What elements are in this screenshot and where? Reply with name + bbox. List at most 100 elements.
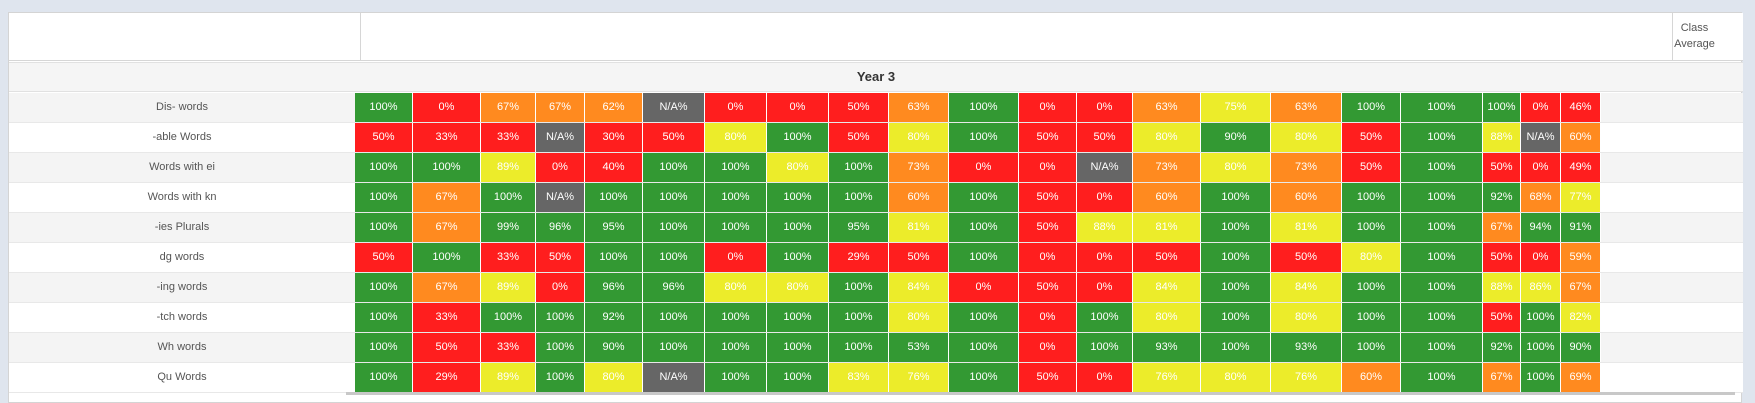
score-cell: 100% [1521, 303, 1561, 332]
table-row: Words with ei 100% 100% 89% 0% 40% 100% 100% 80%… [9, 153, 1743, 183]
score-cell: 80% [585, 363, 643, 392]
score-cell: 50% [829, 123, 889, 152]
table-row: Wh words 100% 50% 33% 100% 90% 100% 100% 100% 100… [9, 333, 1743, 363]
score-cell: 80% [705, 123, 767, 152]
score-cell: 50% [1342, 153, 1401, 182]
score-cell: 63% [1133, 93, 1201, 122]
class-average-cell: 59% [1561, 243, 1601, 272]
score-cell: 50% [413, 333, 481, 362]
score-cell: 92% [1483, 183, 1521, 212]
score-cell: 100% [536, 333, 585, 362]
topic-label: -tch words [156, 311, 208, 323]
class-average-cell: 60% [1561, 123, 1601, 152]
score-cell: 100% [1342, 93, 1401, 122]
score-cell: 80% [1342, 243, 1401, 272]
score-cell: 63% [1271, 93, 1342, 122]
score-cell: 100% [536, 363, 585, 392]
score-cell: 0% [705, 93, 767, 122]
score-cell: 0% [949, 153, 1019, 182]
score-cell: 62% [585, 93, 643, 122]
score-cell: 100% [705, 363, 767, 392]
score-cell: 60% [889, 183, 949, 212]
score-cell: 29% [413, 363, 481, 392]
score-cell: 96% [643, 273, 705, 302]
score-cell: 100% [1201, 333, 1271, 362]
score-cell: 50% [1019, 183, 1077, 212]
score-cell: 50% [1271, 243, 1342, 272]
score-cell: 0% [1521, 93, 1561, 122]
score-cell: 30% [585, 123, 643, 152]
score-cell: 0% [536, 153, 585, 182]
score-cell: 100% [355, 213, 413, 242]
score-cell: 100% [1401, 213, 1483, 242]
score-cell: 100% [355, 363, 413, 392]
score-cell: 100% [355, 153, 413, 182]
score-cell: 100% [1401, 303, 1483, 332]
score-cell: 75% [1201, 93, 1271, 122]
score-cell: 100% [1401, 333, 1483, 362]
score-cell: 67% [536, 93, 585, 122]
scroll-strip [346, 392, 1735, 395]
score-cell: 0% [1077, 183, 1133, 212]
score-cell: 100% [767, 243, 829, 272]
results-table: Class Average Year 3 Dis- words 100% 0% 67%… [8, 12, 1743, 403]
score-cell: 100% [949, 363, 1019, 392]
score-cell: 50% [1019, 213, 1077, 242]
score-cell: N/A% [1521, 123, 1561, 152]
class-average-cell: 49% [1561, 153, 1601, 182]
score-cell: 0% [1019, 303, 1077, 332]
score-cell: 84% [1271, 273, 1342, 302]
score-cell: 100% [643, 333, 705, 362]
score-cell: 100% [643, 213, 705, 242]
score-cell: 100% [413, 153, 481, 182]
score-cell: 100% [1401, 243, 1483, 272]
table-row: -able Words 50% 33% 33% N/A% 30% 50% 80% 100% 50%… [9, 123, 1743, 153]
score-cell: 89% [481, 153, 536, 182]
score-cell: 80% [1201, 363, 1271, 392]
score-cell: 83% [829, 363, 889, 392]
score-cell: 0% [1077, 363, 1133, 392]
class-average-cell: 77% [1561, 183, 1601, 212]
topic-label: Words with kn [147, 191, 217, 203]
score-cell: 100% [355, 333, 413, 362]
score-cell: 29% [829, 243, 889, 272]
score-cell: 60% [1133, 183, 1201, 212]
score-cell: N/A% [536, 123, 585, 152]
score-cell: 53% [889, 333, 949, 362]
score-cell: 50% [355, 243, 413, 272]
score-cell: 76% [889, 363, 949, 392]
score-cell: 50% [643, 123, 705, 152]
score-cell: 73% [1133, 153, 1201, 182]
score-cell: 100% [1521, 333, 1561, 362]
score-cell: 100% [585, 183, 643, 212]
score-cell: 100% [355, 93, 413, 122]
score-cell: 60% [1271, 183, 1342, 212]
score-cell: 100% [481, 303, 536, 332]
score-cell: 0% [767, 93, 829, 122]
score-cell: 95% [829, 213, 889, 242]
score-cell: 95% [585, 213, 643, 242]
score-cell: 100% [1401, 153, 1483, 182]
score-cell: 50% [1019, 273, 1077, 302]
score-cell: 100% [767, 363, 829, 392]
score-cell: 100% [949, 93, 1019, 122]
table-row: -ing words 100% 67% 89% 0% 96% 96% 80% 80% 100% 84… [9, 273, 1743, 303]
score-cell: 99% [481, 213, 536, 242]
score-cell: 80% [767, 153, 829, 182]
score-cell: 73% [889, 153, 949, 182]
table-row: Dis- words 100% 0% 67% 67% 62% N/A% 0% 0% 50% 63% 1… [9, 93, 1743, 123]
score-cell: 100% [355, 303, 413, 332]
score-cell: 100% [705, 213, 767, 242]
score-cell: 80% [1133, 123, 1201, 152]
score-cell: N/A% [643, 363, 705, 392]
score-cell: 100% [1401, 273, 1483, 302]
score-cell: 0% [536, 273, 585, 302]
score-cell: 80% [1201, 153, 1271, 182]
score-cell: 88% [1483, 123, 1521, 152]
table-row: -ies Plurals 100% 67% 99% 96% 95% 100% 100% 100%… [9, 213, 1743, 243]
score-cell: 80% [767, 273, 829, 302]
score-cell: N/A% [1077, 153, 1133, 182]
score-cell: 50% [1342, 123, 1401, 152]
score-cell: 33% [481, 123, 536, 152]
score-cell: 80% [1271, 123, 1342, 152]
